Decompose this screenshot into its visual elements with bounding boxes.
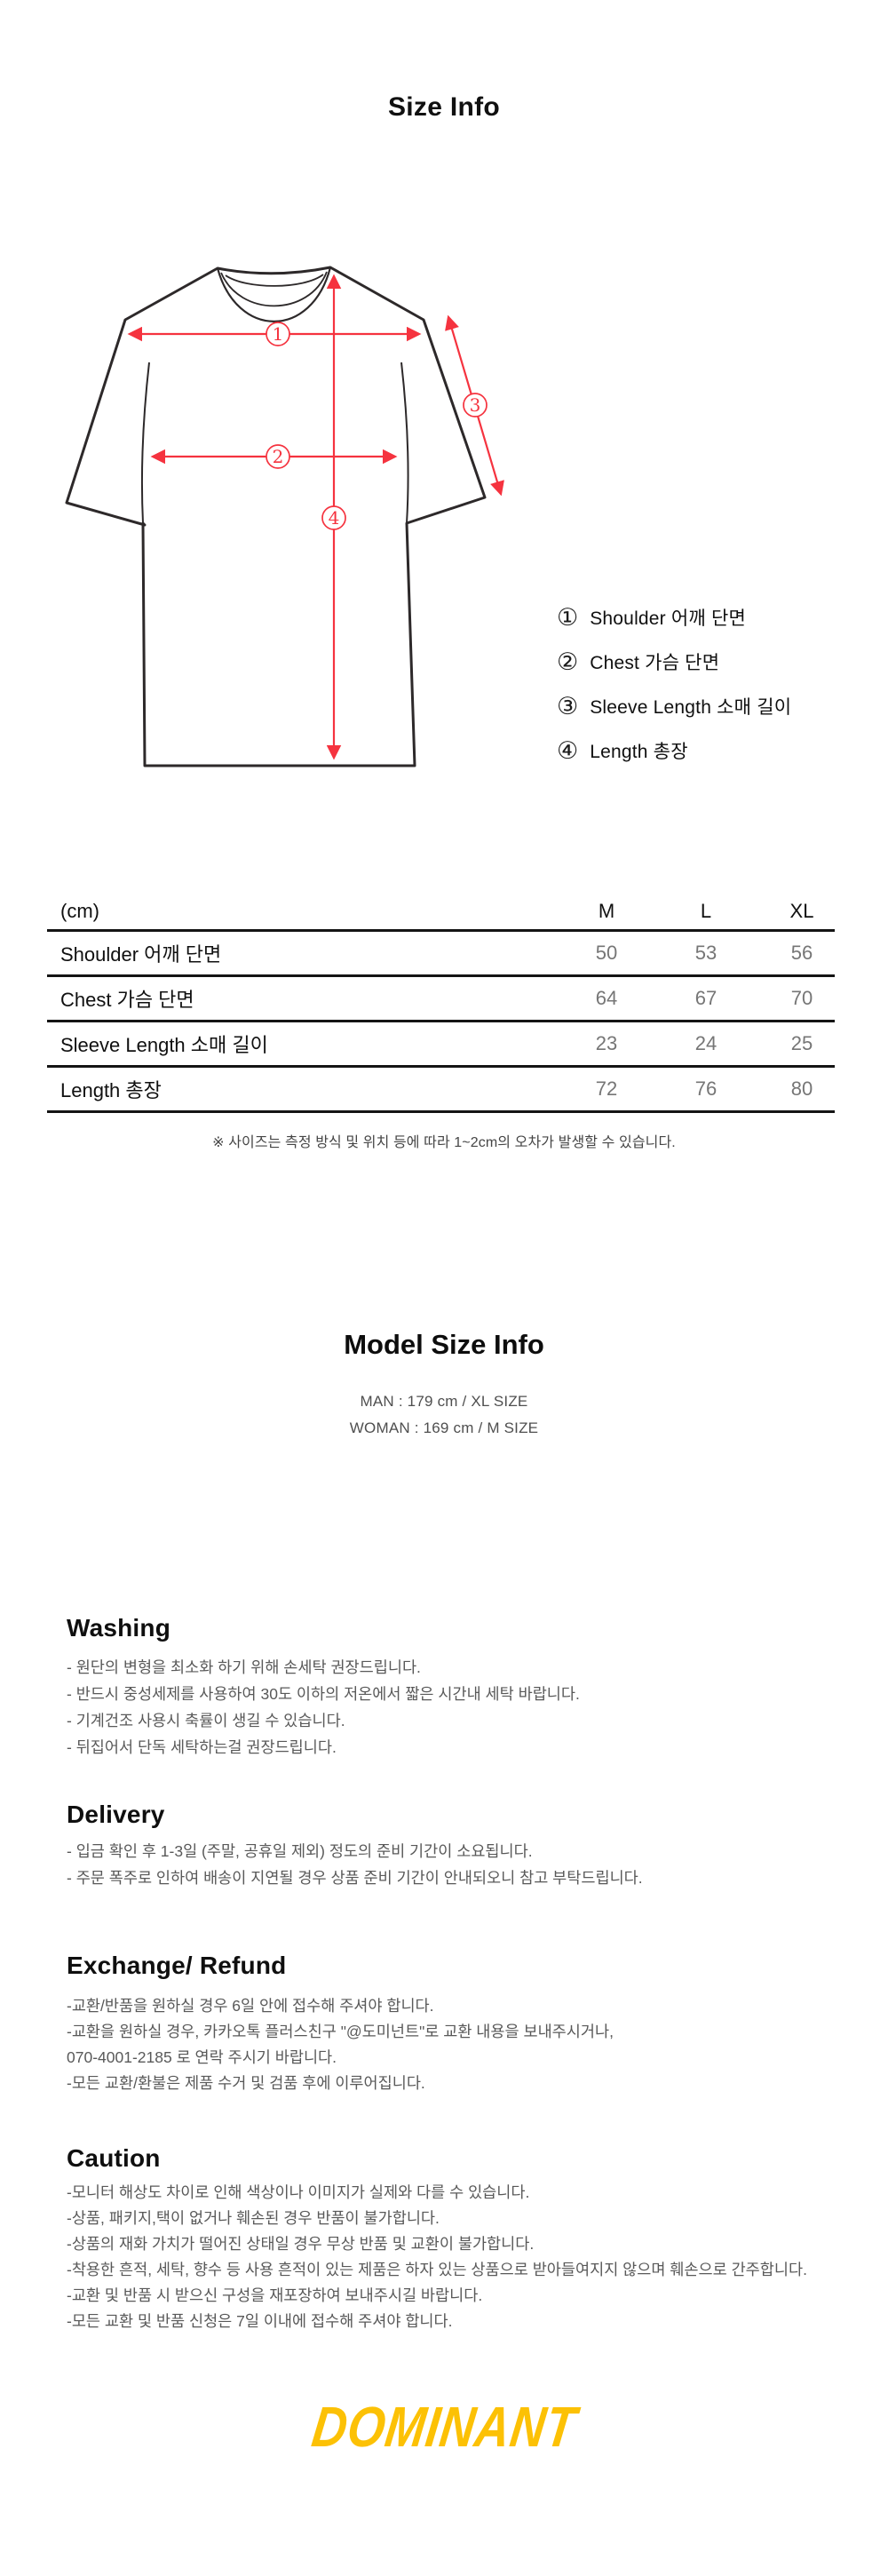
cell-value: 72 xyxy=(595,1077,618,1100)
list-item: -착용한 흔적, 세탁, 향수 등 사용 흔적이 있는 제품은 하자 있는 상품… xyxy=(67,2261,807,2278)
table-row: Shoulder 어깨 단면 50 53 56 xyxy=(47,932,835,977)
list-item: - 입금 확인 후 1-3일 (주말, 공휴일 제외) 정도의 준비 기간이 소… xyxy=(67,1842,533,1860)
cell-value: 80 xyxy=(790,1077,813,1100)
legend-item-sleeve: ③ Sleeve Length 소매 길이 xyxy=(557,688,791,724)
collar-mid-arc xyxy=(220,271,328,307)
list-item: -상품, 패키지,택이 없거나 훼손된 경우 반품이 불가합니다. xyxy=(67,2209,440,2227)
armhole-seam-right xyxy=(400,362,409,524)
measure-mark-3: 3 xyxy=(463,393,488,417)
list-item: - 주문 폭주로 인하여 배송이 지연될 경우 상품 준비 기간이 안내되오니 … xyxy=(67,1869,643,1887)
list-item: -교환/반품을 원하실 경우 6일 안에 접수해 주셔야 합니다. xyxy=(67,1997,434,2015)
legend-label: Sleeve Length 소매 길이 xyxy=(590,697,792,718)
row-label: Chest 가슴 단면 xyxy=(60,989,194,1011)
measure-mark-4-number: 4 xyxy=(329,507,340,529)
section-caution: Caution -모니터 해상도 차이로 인해 색상이나 이미지가 실제와 다를… xyxy=(67,2141,879,2330)
list-item: -상품의 재화 가치가 떨어진 상태일 경우 무상 반품 및 교환이 불가합니다… xyxy=(67,2235,535,2253)
section-items: -모니터 해상도 차이로 인해 색상이나 이미지가 실제와 다를 수 있습니다.… xyxy=(67,2180,879,2334)
cell-value: 76 xyxy=(694,1077,718,1100)
section-items: - 입금 확인 후 1-3일 (주말, 공휴일 제외) 정도의 준비 기간이 소… xyxy=(67,1838,879,1891)
brand-logo: DOMINANT xyxy=(0,2395,888,2459)
section-items: -교환/반품을 원하실 경우 6일 안에 접수해 주셔야 합니다. -교환을 원… xyxy=(67,1993,879,2096)
cell-value: 50 xyxy=(595,942,618,964)
measure-mark-3-number: 3 xyxy=(470,394,481,416)
measure-mark-4: 4 xyxy=(321,505,346,530)
list-item: -모니터 해상도 차이로 인해 색상이나 이미지가 실제와 다를 수 있습니다. xyxy=(67,2183,530,2201)
section-title: Exchange/ Refund xyxy=(67,1952,287,1979)
legend-label: Length 총장 xyxy=(590,742,688,762)
legend-item-length: ④ Length 총장 xyxy=(557,733,688,768)
list-item: - 기계건조 사용시 축률이 생길 수 있습니다. xyxy=(67,1712,345,1729)
table-row: Length 총장 72 76 80 xyxy=(47,1068,835,1113)
list-item: -교환 및 반품 시 받으신 구성을 재포장하여 보내주시길 바랍니다. xyxy=(67,2286,483,2304)
row-label: Sleeve Length 소매 길이 xyxy=(60,1034,268,1056)
unit-label: (cm) xyxy=(60,899,99,922)
section-items: - 원단의 변형을 최소화 하기 위해 손세탁 권장드립니다. - 반드시 중성… xyxy=(67,1654,879,1761)
size-table: (cm) M L XL Shoulder 어깨 단면 50 53 56 Ches… xyxy=(47,893,835,1113)
section-washing: Washing - 원단의 변형을 최소화 하기 위해 손세탁 권장드립니다. … xyxy=(67,1610,879,1756)
size-tolerance-note: ※ 사이즈는 측정 방식 및 위치 등에 따라 1~2cm의 오차가 발생할 수… xyxy=(212,1135,676,1150)
cell-value: 23 xyxy=(595,1032,618,1054)
section-title: Delivery xyxy=(67,1801,165,1828)
section-title: Washing xyxy=(67,1614,171,1642)
legend-label: Shoulder 어깨 단면 xyxy=(590,608,747,629)
cell-value: 70 xyxy=(790,987,813,1009)
brand-logo-text: DOMINANT xyxy=(308,2395,580,2459)
legend-label: Chest 가슴 단면 xyxy=(590,653,720,673)
list-item: - 뒤집어서 단독 세탁하는걸 권장드립니다. xyxy=(67,1738,337,1756)
table-row: Chest 가슴 단면 64 67 70 xyxy=(47,977,835,1022)
table-row: Sleeve Length 소매 길이 23 24 25 xyxy=(47,1022,835,1068)
cell-value: 53 xyxy=(694,942,718,964)
circled-number-2: ② xyxy=(557,648,579,676)
model-size-woman: WOMAN : 169 cm / M SIZE xyxy=(349,1419,539,1436)
circled-number-4: ④ xyxy=(557,736,579,765)
list-item: -모든 교환 및 반품 신청은 7일 이내에 접수해 주셔야 합니다. xyxy=(67,2312,453,2330)
column-header-xl: XL xyxy=(789,899,814,922)
tshirt-measurement-diagram: 1 2 3 4 xyxy=(65,266,504,767)
section-title: Caution xyxy=(67,2144,161,2172)
armhole-seam-left xyxy=(140,362,150,524)
measure-mark-2: 2 xyxy=(266,444,290,469)
cell-value: 24 xyxy=(694,1032,718,1054)
circled-number-3: ③ xyxy=(557,692,579,720)
legend-item-chest: ② Chest 가슴 단면 xyxy=(557,644,719,680)
measure-mark-1: 1 xyxy=(266,322,290,346)
cell-value: 25 xyxy=(790,1032,813,1054)
cell-value: 67 xyxy=(694,987,718,1009)
size-table-header: (cm) M L XL xyxy=(47,893,835,932)
list-item: - 반드시 중성세제를 사용하여 30도 이하의 저온에서 짧은 시간내 세탁 … xyxy=(67,1685,580,1703)
collar-inner-arc xyxy=(225,274,324,287)
section-exchange-refund: Exchange/ Refund -교환/반품을 원하실 경우 6일 안에 접수… xyxy=(67,1948,879,2092)
list-item: -모든 교환/환불은 제품 수거 및 검품 후에 이루어집니다. xyxy=(67,2074,425,2092)
row-label: Shoulder 어깨 단면 xyxy=(60,943,222,966)
measure-mark-1-number: 1 xyxy=(273,323,284,345)
measure-mark-2-number: 2 xyxy=(273,446,284,467)
list-item: 070-4001-2185 로 연락 주시기 바랍니다. xyxy=(67,2048,337,2066)
list-item: - 원단의 변형을 최소화 하기 위해 손세탁 권장드립니다. xyxy=(67,1658,421,1676)
cell-value: 64 xyxy=(595,987,618,1009)
row-label: Length 총장 xyxy=(60,1079,162,1101)
circled-number-1: ① xyxy=(557,603,579,632)
page-title: Size Info xyxy=(387,92,501,122)
section-delivery: Delivery - 입금 확인 후 1-3일 (주말, 공휴일 제외) 정도의… xyxy=(67,1797,879,1887)
legend-item-shoulder: ① Shoulder 어깨 단면 xyxy=(557,600,746,635)
list-item: -교환을 원하실 경우, 카카오톡 플러스친구 "@도미넌트"로 교환 내용을 … xyxy=(67,2023,614,2040)
collar-outer-arc xyxy=(216,266,332,322)
cell-value: 56 xyxy=(790,942,813,964)
model-size-info-title: Model Size Info xyxy=(344,1329,544,1360)
model-size-man: MAN : 179 cm / XL SIZE xyxy=(360,1393,528,1410)
column-header-m: M xyxy=(598,899,615,922)
column-header-l: L xyxy=(700,899,712,922)
